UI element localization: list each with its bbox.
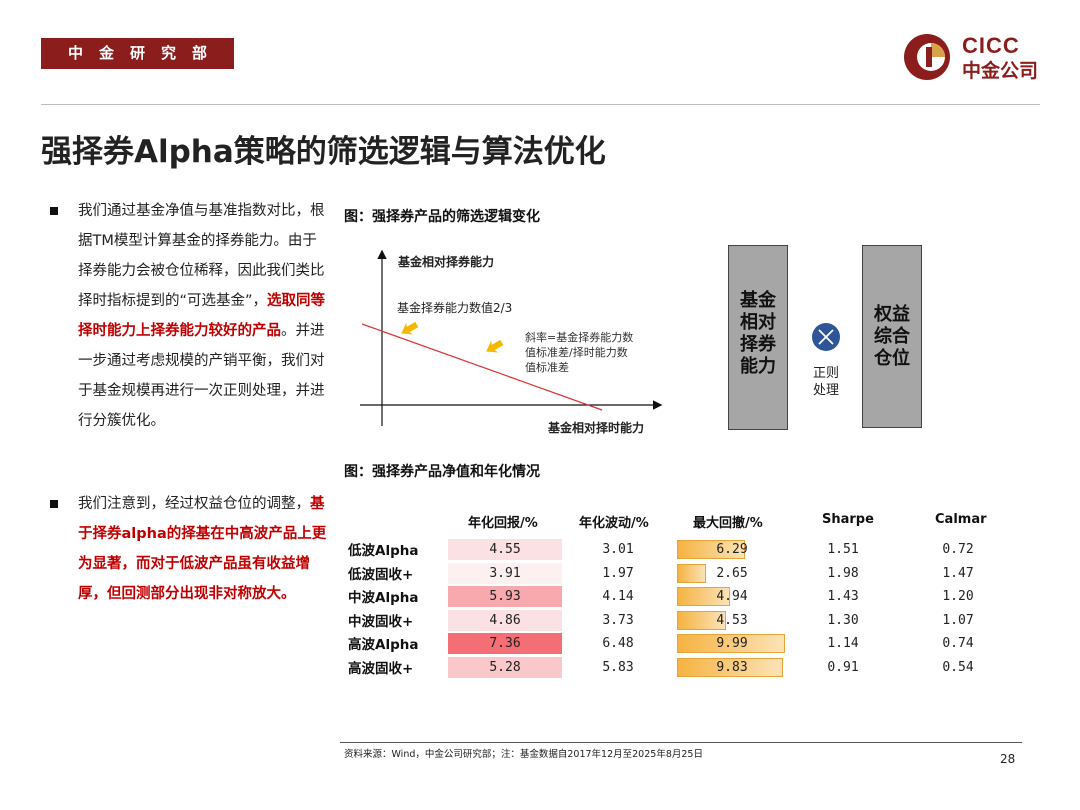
max-drawdown-cell: 6.29 [677,539,787,560]
column-header: Calmar [935,512,987,527]
x-axis-label: 基金相对择时能力 [548,421,645,435]
sharpe-cell: 1.51 [827,542,859,557]
threshold-line [361,323,603,411]
selection-logic-diagram: 基金相对择券能力 基金择券能力数值2/3 斜率=基金择券能力数值标准差/择时能力… [340,230,1040,445]
annual-volatility-cell: 3.73 [602,612,634,628]
sharpe-cell: 1.98 [827,565,859,581]
drawdown-bar [677,658,784,677]
annual-return-cell: 3.91 [448,562,562,584]
row-label: 中波Alpha [348,590,419,607]
max-drawdown-cell: 9.83 [677,657,787,678]
sharpe-cell: 1.43 [827,589,859,605]
paragraph-2-text: 我们注意到，经过权益仓位的调整， [78,496,310,512]
arrow-icon [486,339,504,353]
source-note: 资料来源：Wind，中金公司研究部；注：基金数据自2017年12月至2025年8… [344,749,703,760]
table-row: 中波Alpha 5.93 4.14 4.94 1.43 1.20 [348,586,1048,608]
drawdown-bar [677,634,785,654]
drawdown-bar [677,540,745,559]
max-drawdown-value: 4.53 [716,612,748,628]
max-drawdown-cell: 2.65 [677,563,787,584]
annual-return-cell: 4.55 [448,539,562,560]
sharpe-cell: 0.91 [827,660,859,675]
logo-text-cn: 中金公司 [962,60,1039,82]
column-header: 年化回报/% [468,516,538,531]
annual-volatility-cell: 6.48 [602,636,634,652]
calmar-cell: 1.47 [942,565,974,581]
figure-2-title: 图：强择券产品净值和年化情况 [344,464,540,480]
calmar-cell: 0.54 [942,660,974,675]
row-label: 高波固收+ [348,661,414,677]
header-divider [41,104,1040,105]
paragraph-2: 我们注意到，经过权益仓位的调整，基于择券alpha的择基在中高波产品上更为显著，… [78,489,328,609]
annual-volatility-cell: 4.14 [602,589,634,605]
bullet-marker [50,500,58,508]
sharpe-cell: 1.30 [827,612,859,628]
row-label: 高波Alpha [348,637,419,654]
row-label: 低波固收+ [348,566,414,583]
paragraph-1-highlight: 选取同等择时能力上择券能力较好的产品 [78,293,326,339]
max-drawdown-cell: 4.94 [677,586,787,607]
row-label: 中波固收+ [348,613,414,630]
annual-return-cell: 5.93 [448,586,562,608]
max-drawdown-value: 9.83 [716,660,748,675]
annual-return-cell: 5.28 [448,657,562,678]
column-header: 最大回撤/% [693,516,763,531]
cicc-logo: CICC 中金公司 [902,31,1047,83]
sharpe-cell: 1.14 [827,636,859,652]
calmar-cell: 1.07 [942,612,974,628]
annual-return-cell: 4.86 [448,609,562,631]
table-row: 高波固收+ 5.28 5.83 9.83 0.91 0.54 [348,657,1048,679]
y-axis-label: 基金相对择券能力 [398,255,495,269]
annual-volatility-cell: 1.97 [602,565,634,581]
annual-return-cell: 7.36 [448,633,562,655]
row-label: 低波Alpha [348,543,419,559]
annual-volatility-cell: 3.01 [602,542,634,557]
equity-position-box-label: 权益综合仓位 [874,304,910,369]
max-drawdown-cell: 9.99 [677,633,787,654]
calmar-cell: 0.74 [942,636,974,652]
drawdown-bar [677,610,726,630]
column-header: Sharpe [822,512,874,527]
max-drawdown-cell: 4.53 [677,610,787,631]
paragraph-1: 我们通过基金净值与基准指数对比，根据TM模型计算基金的择券能力。由于择券能力会被… [78,196,328,436]
slope-note: 斜率=基金择券能力数值标准差/择时能力数值标准差 [525,331,634,374]
bullet-marker [50,207,58,215]
cicc-logo-mark [904,34,950,80]
max-drawdown-value: 6.29 [716,542,748,557]
logo-text-en: CICC [962,33,1020,58]
column-header: 年化波动/% [579,516,649,531]
table-row: 中波固收+ 4.86 3.73 4.53 1.30 1.07 [348,609,1048,632]
calmar-cell: 1.20 [942,589,974,605]
max-drawdown-value: 2.65 [716,565,748,581]
threshold-label: 基金择券能力数值2/3 [397,301,513,315]
equity-position-box: 权益综合仓位 [862,245,922,428]
multiply-icon [812,323,840,351]
dept-banner: 中金研究部 [41,38,234,69]
table-row: 低波Alpha 4.55 3.01 6.29 1.51 0.72 [348,539,1048,561]
table-row: 高波Alpha 7.36 6.48 9.99 1.14 0.74 [348,633,1048,655]
annual-volatility-cell: 5.83 [602,660,634,675]
arrow-icon [401,321,419,335]
operator-label: 正则处理 [813,366,840,398]
max-drawdown-value: 9.99 [716,636,748,652]
drawdown-bar [677,587,731,607]
footer-divider [340,742,1022,743]
stock-picking-box: 基金相对择券能力 [728,245,788,430]
table-row: 低波固收+ 3.91 1.97 2.65 1.98 1.47 [348,562,1048,585]
drawdown-bar [677,563,706,583]
max-drawdown-value: 4.94 [716,589,748,605]
stock-picking-box-label: 基金相对择券能力 [740,290,776,377]
calmar-cell: 0.72 [942,542,974,557]
paragraph-1-text: 我们通过基金净值与基准指数对比，根据TM模型计算基金的择券能力。由于择券能力会被… [78,203,325,309]
paragraph-2-highlight: 基于择券alpha的择基在中高波产品上更为显著，而对于低波产品虽有收益增厚，但回… [78,496,327,602]
paragraph-1-text-end: 。并进一步通过考虑规模的产销平衡，我们对于基金规模再进行一次正则处理，并进行分簇… [78,323,325,429]
page-title: 强择券Alpha策略的筛选逻辑与算法优化 [41,134,606,170]
figure-1-title: 图：强择券产品的筛选逻辑变化 [344,209,540,225]
page-number: 28 [1000,752,1016,766]
